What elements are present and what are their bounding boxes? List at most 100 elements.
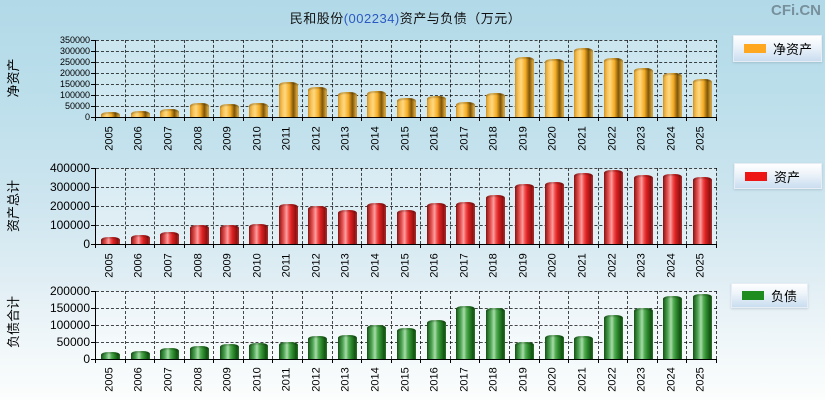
total-liabilities-xtick-label: 2024 xyxy=(665,367,678,392)
total-assets-ytick-mark xyxy=(91,168,95,169)
gridline-vertical xyxy=(124,168,126,244)
net-assets-xtick-mark xyxy=(686,118,688,121)
gridline-vertical xyxy=(242,40,244,117)
total-liabilities-xtick-label: 2023 xyxy=(635,367,648,392)
total-assets-xtick-label: 2007 xyxy=(162,253,175,278)
total-assets-xtick-mark xyxy=(302,245,303,248)
gridline-vertical xyxy=(302,168,303,244)
total-assets-ytick-label: 100000 xyxy=(49,218,90,232)
net-assets-bar-2018 xyxy=(485,93,505,117)
net-assets-xtick-label: 2018 xyxy=(487,126,500,151)
total-liabilities-bar-2011 xyxy=(278,342,298,359)
net-assets-xtick-mark xyxy=(597,118,599,121)
net-assets-bar-2005 xyxy=(101,112,121,117)
total-assets-bar-2020 xyxy=(544,182,564,244)
total-liabilities-ytick-mark xyxy=(91,342,95,343)
gridline-vertical xyxy=(686,40,688,117)
total-liabilities-legend-swatch xyxy=(742,291,764,300)
total-assets-ytick-mark xyxy=(91,187,95,188)
total-liabilities-ytick-mark xyxy=(91,308,95,309)
gridline-vertical xyxy=(449,40,451,117)
gridline-vertical xyxy=(420,291,422,359)
total-liabilities-xtick-label: 2025 xyxy=(694,367,707,392)
total-assets-xtick-label: 2008 xyxy=(192,253,204,278)
net-assets-xtick-label: 2023 xyxy=(635,126,648,151)
total-liabilities-xtick-mark xyxy=(716,360,717,363)
net-assets-ytick-mark xyxy=(91,40,95,41)
gridline-vertical xyxy=(568,40,570,117)
gridline-horizontal xyxy=(96,168,717,169)
total-liabilities-xtick-mark xyxy=(568,360,570,363)
total-liabilities-xtick-mark xyxy=(597,360,599,363)
total-assets-bar-2007 xyxy=(160,232,180,244)
net-assets-ytick-label: 200000 xyxy=(59,67,90,78)
net-assets-ytick-label: 300000 xyxy=(59,45,90,56)
net-assets-ytick-mark xyxy=(91,117,95,118)
gridline-vertical xyxy=(597,168,599,244)
total-assets-bar-2021 xyxy=(574,173,594,244)
total-assets-bar-2010 xyxy=(249,224,269,244)
gridline-vertical xyxy=(154,168,156,244)
gridline-horizontal xyxy=(96,40,717,41)
net-assets-ytick-label: 350000 xyxy=(59,34,90,45)
total-assets-xtick-label: 2012 xyxy=(310,253,323,278)
total-liabilities-legend: 负债 xyxy=(731,283,808,308)
total-assets-xtick-mark xyxy=(272,245,274,248)
net-assets-xtick-mark xyxy=(568,118,570,121)
total-assets-xtick-mark xyxy=(479,245,481,248)
total-assets-xtick-label: 2018 xyxy=(487,253,500,278)
total-assets-xtick-mark xyxy=(716,245,717,248)
gridline-vertical xyxy=(509,40,510,117)
total-assets-ytick-label: 300000 xyxy=(49,180,90,194)
net-assets-xtick-mark xyxy=(627,118,629,121)
total-liabilities-bar-2013 xyxy=(337,335,357,359)
gridline-vertical xyxy=(302,40,303,117)
total-assets-bar-2015 xyxy=(397,210,416,244)
net-assets-bar-2021 xyxy=(574,48,594,117)
total-liabilities-xtick-label: 2006 xyxy=(132,367,145,392)
net-assets-bar-2023 xyxy=(633,68,653,117)
gridline-vertical xyxy=(390,291,392,359)
net-assets-xtick-label: 2024 xyxy=(665,126,678,151)
gridline-vertical xyxy=(656,291,658,359)
net-assets-xtick-label: 2009 xyxy=(221,126,234,151)
gridline-vertical xyxy=(627,168,629,244)
gridline-vertical xyxy=(568,291,570,359)
total-liabilities-xtick-label: 2021 xyxy=(576,367,589,392)
net-assets-xtick-mark xyxy=(390,118,392,121)
total-liabilities-ytick-label: 100000 xyxy=(49,318,90,332)
gridline-vertical xyxy=(361,291,363,359)
net-assets-ytick-mark xyxy=(91,51,95,52)
total-liabilities-bar-2022 xyxy=(604,315,623,359)
total-liabilities-xtick-label: 2019 xyxy=(517,367,530,392)
total-liabilities-xtick-mark xyxy=(449,360,451,363)
total-assets-xtick-mark xyxy=(124,245,126,248)
total-assets-ytick-mark xyxy=(91,244,95,245)
total-liabilities-xtick-mark xyxy=(331,360,333,363)
total-assets-xtick-mark xyxy=(213,245,215,248)
gridline-vertical xyxy=(272,291,274,359)
total-assets-xtick-mark xyxy=(686,245,688,248)
net-assets-xtick-mark xyxy=(420,118,422,121)
gridline-vertical xyxy=(361,40,363,117)
net-assets-plot xyxy=(95,40,717,118)
gridline-vertical xyxy=(479,40,481,117)
net-assets-bar-2017 xyxy=(456,102,476,117)
total-assets-bar-2014 xyxy=(367,203,387,244)
net-assets-xtick-label: 2006 xyxy=(132,126,145,151)
net-assets-xtick-label: 2015 xyxy=(399,126,411,151)
total-assets-xtick-label: 2016 xyxy=(428,253,441,278)
gridline-vertical xyxy=(597,40,599,117)
total-liabilities-xtick-label: 2011 xyxy=(280,367,293,392)
total-assets-bar-2017 xyxy=(456,202,476,244)
net-assets-ytick-label: 100000 xyxy=(59,89,90,100)
gridline-horizontal xyxy=(96,106,717,107)
total-liabilities-bar-2008 xyxy=(190,346,209,359)
net-assets-xtick-mark xyxy=(538,118,540,121)
net-assets-bar-2014 xyxy=(367,91,387,117)
total-liabilities-xtick-mark xyxy=(154,360,156,363)
net-assets-bar-2006 xyxy=(130,111,150,117)
total-liabilities-xtick-mark xyxy=(242,360,244,363)
gridline-horizontal xyxy=(96,84,717,85)
total-assets-xtick-mark xyxy=(656,245,658,248)
